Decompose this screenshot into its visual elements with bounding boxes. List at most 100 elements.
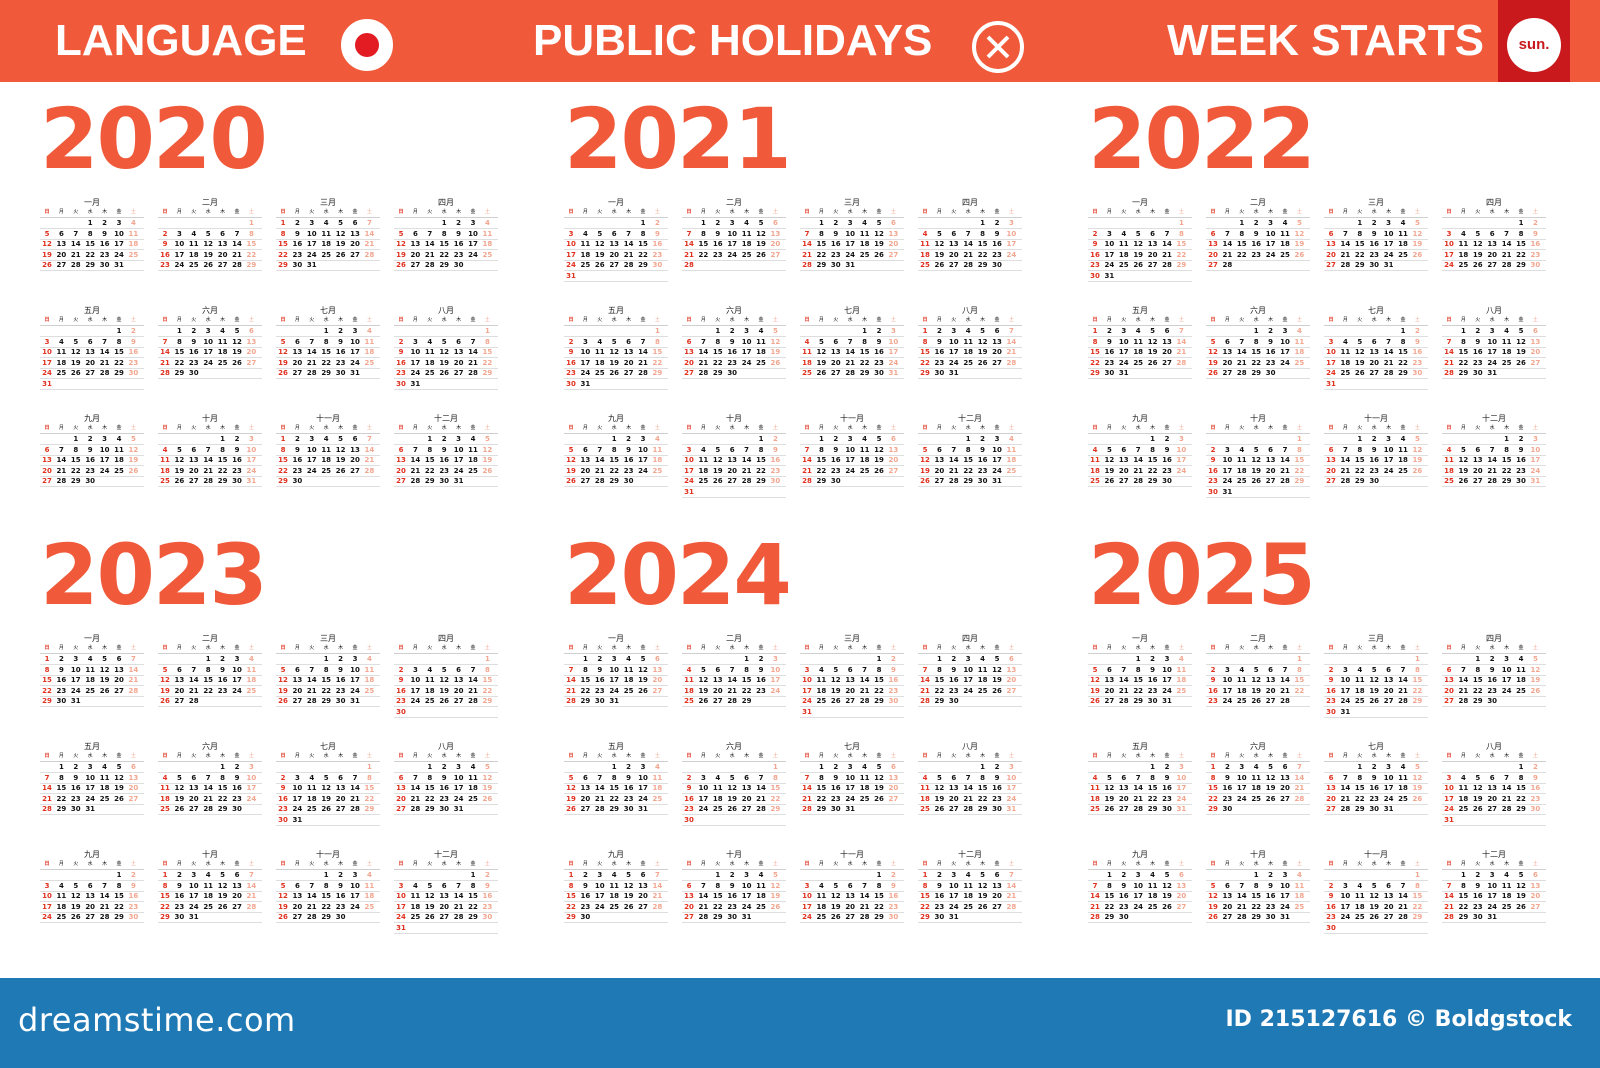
- day-cell: 19: [1133, 250, 1144, 259]
- day-cell: 28: [364, 466, 375, 475]
- day-cell: 27: [1530, 902, 1541, 911]
- day-cell: 1: [1253, 327, 1259, 335]
- day-cell: 25: [1398, 466, 1408, 475]
- day-cell: 2: [338, 655, 344, 663]
- day-cell: 7: [1489, 445, 1495, 454]
- weekday-label: 日: [1210, 209, 1216, 215]
- close-icon[interactable]: [970, 19, 1026, 75]
- week-row: 19 20 21 22 23 24 25: [394, 250, 498, 261]
- day-cell: 26: [203, 261, 214, 269]
- day-cell: 9: [951, 665, 957, 674]
- week-row: 25 26 27 28 29 30 31: [158, 476, 262, 487]
- day-cell: 12: [1369, 676, 1380, 684]
- day-cell: 10: [350, 337, 360, 346]
- day-cell: 4: [1504, 327, 1510, 335]
- day-cell: 4: [818, 881, 824, 890]
- day-cell: 17: [1487, 892, 1498, 900]
- weekday-label: 金: [470, 753, 476, 759]
- day-cell: 26: [1472, 261, 1483, 269]
- day-cell: 22: [816, 466, 827, 475]
- weekday-header: 日月火水木金土: [800, 317, 904, 326]
- day-cell: 16: [188, 348, 199, 356]
- week-row: 23 24 25 26 27 28 29: [1206, 476, 1310, 487]
- day-cell: 9: [191, 337, 197, 346]
- weekday-label: 水: [205, 645, 211, 651]
- day-cell: 9: [890, 665, 896, 674]
- weekday-label: 土: [654, 861, 660, 867]
- weekday-header: 日月火水木金土: [276, 861, 380, 870]
- weekday-label: 火: [73, 645, 79, 651]
- weekday-label: 金: [1400, 753, 1406, 759]
- month-name: 五月: [1132, 742, 1148, 751]
- day-cell: 10: [350, 665, 360, 674]
- day-cell: 7: [597, 773, 603, 782]
- weekday-label: 木: [338, 645, 344, 651]
- day-cell: 8: [205, 665, 211, 674]
- day-cell: 22: [1398, 358, 1408, 367]
- day-cell: 25: [802, 369, 812, 377]
- month-name: 十一月: [840, 850, 864, 859]
- day-cell: 14: [1340, 240, 1351, 248]
- day-cell: 24: [85, 794, 96, 803]
- day-cell: 20: [1118, 794, 1129, 803]
- weekday-header: 日月火水木金土: [564, 209, 668, 218]
- weekday-header: 日月火水木金土: [1088, 645, 1192, 654]
- day-cell: 29: [1104, 913, 1115, 921]
- week-row: 17 18 19 20 21 22 23: [682, 466, 786, 477]
- day-cell: 16: [1265, 892, 1276, 900]
- japan-flag-icon[interactable]: [341, 19, 393, 71]
- week-row: 24 25 26 27 28 29 30: [564, 260, 668, 271]
- day-cell: 11: [99, 773, 110, 782]
- day-cell: 31: [42, 379, 52, 388]
- weekday-label: 日: [44, 753, 50, 759]
- day-cell: 1: [248, 219, 254, 227]
- day-cell: 19: [1516, 348, 1526, 356]
- month-name: 五月: [608, 742, 624, 751]
- day-cell: 16: [934, 348, 945, 356]
- day-cell: 2: [772, 435, 778, 443]
- day-cell: 25: [1236, 477, 1247, 485]
- day-cell: 20: [85, 358, 96, 367]
- day-cell: 17: [1118, 348, 1129, 356]
- day-cell: 9: [234, 445, 240, 454]
- day-cell: 4: [654, 435, 660, 443]
- week-row: 17 18 19 20 21 22 23: [800, 686, 904, 697]
- day-cell: 14: [188, 676, 199, 684]
- day-cell: 31: [70, 697, 81, 705]
- day-cell: 21: [741, 466, 752, 475]
- week-start-badge[interactable]: sun.: [1507, 18, 1561, 72]
- day-cell: 1: [87, 219, 93, 227]
- day-cell: 8: [1357, 229, 1363, 238]
- day-cell: 16: [439, 784, 450, 792]
- day-cell: 13: [128, 773, 139, 782]
- day-cell: 8: [427, 773, 433, 782]
- day-cell: 14: [1133, 784, 1144, 792]
- day-cell: 23: [335, 358, 346, 367]
- day-cell: 23: [1326, 697, 1336, 705]
- day-cell: 9: [1475, 337, 1481, 346]
- day-cell: 3: [1008, 219, 1014, 227]
- day-cell: 25: [203, 902, 214, 911]
- day-cell: 2: [1328, 881, 1334, 890]
- weekday-header: 日月火水木金土: [158, 753, 262, 762]
- month-calendar: 一月日月火水木金土 1 2 3 4 5 6 7 8 9 10 11 12 13 14 15 16 17 18 19 20…: [564, 198, 668, 288]
- day-cell: 14: [727, 676, 738, 684]
- day-cell: 12: [830, 892, 841, 900]
- day-cell: 30: [232, 805, 242, 813]
- day-cell: 29: [114, 369, 124, 377]
- weekday-label: 金: [352, 861, 358, 867]
- week-row: 10 11 12 13 14 15 16: [1324, 347, 1428, 358]
- day-cell: 13: [1222, 348, 1233, 356]
- day-cell: 16: [1265, 348, 1276, 356]
- day-cell: 16: [992, 784, 1002, 792]
- weekday-label: 金: [116, 861, 122, 867]
- day-cell: 20: [623, 358, 634, 367]
- day-cell: 17: [845, 456, 856, 464]
- day-cell: 17: [1280, 892, 1290, 900]
- weekday-label: 火: [715, 645, 721, 651]
- weekday-label: 土: [1296, 645, 1302, 651]
- day-cell: 21: [410, 794, 421, 803]
- day-cell: 11: [652, 773, 663, 782]
- day-cell: 20: [439, 902, 450, 911]
